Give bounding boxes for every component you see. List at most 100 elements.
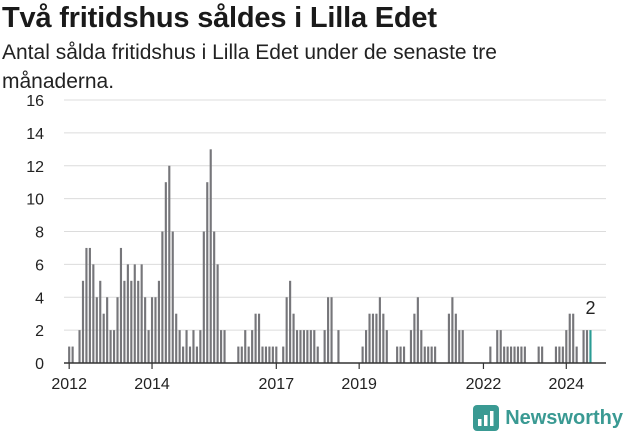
bar: [147, 330, 150, 364]
bar: [99, 280, 102, 363]
bar: [509, 346, 513, 363]
y-tick-label: 10: [26, 192, 44, 209]
bar: [81, 280, 85, 363]
bar: [95, 297, 98, 363]
bar: [295, 330, 299, 364]
y-axis-ticks: 0 2 4 6 8 10 12 14 16: [26, 93, 44, 373]
bar: [499, 330, 502, 364]
bar: [582, 330, 585, 364]
bar-latest: [589, 330, 592, 364]
bar: [399, 346, 402, 363]
bar: [558, 346, 561, 363]
bar: [506, 346, 509, 363]
bar: [257, 313, 261, 363]
bar: [365, 330, 368, 364]
bar: [254, 313, 257, 363]
bar: [361, 346, 364, 363]
bar: [385, 330, 388, 364]
bar: [458, 330, 461, 364]
chart-subtitle: Antal sålda fritidshus i Lilla Edet unde…: [2, 41, 497, 93]
bar: [157, 280, 161, 363]
bar: [413, 313, 416, 363]
bar: [78, 330, 81, 364]
y-tick-label: 4: [35, 290, 44, 307]
bar: [299, 330, 302, 364]
bar: [565, 330, 568, 364]
bar: [396, 346, 399, 363]
bar: [516, 346, 520, 363]
bar: [244, 330, 247, 364]
bar: [302, 330, 305, 364]
bar: [92, 264, 95, 364]
y-tick-label: 2: [35, 323, 44, 340]
bar: [106, 297, 109, 363]
bar: [171, 231, 174, 363]
bar: [313, 330, 316, 364]
bar: [188, 346, 192, 363]
y-tick-label: 6: [35, 257, 44, 274]
bar: [289, 280, 292, 363]
bar: [371, 313, 375, 363]
x-tick-label: 2022: [466, 376, 502, 393]
bar: [251, 330, 254, 364]
y-tick-label: 14: [26, 126, 44, 143]
bar: [140, 264, 143, 364]
bar: [323, 330, 326, 364]
bar: [137, 280, 140, 363]
bar: [175, 313, 178, 363]
bar: [330, 297, 333, 363]
bar: [199, 330, 202, 364]
bar: [447, 313, 450, 363]
y-tick-label: 12: [26, 159, 44, 176]
x-tick-label: 2012: [51, 376, 87, 393]
bar: [220, 330, 223, 364]
bar: [264, 346, 268, 363]
x-tick-label: 2019: [341, 376, 377, 393]
bar: [85, 247, 88, 363]
bar: [309, 330, 312, 364]
bar: [461, 330, 464, 364]
bar: [213, 231, 216, 363]
bar: [585, 330, 589, 364]
bar: [316, 346, 319, 363]
bar: [568, 313, 571, 363]
bar: [520, 346, 523, 363]
bar: [88, 247, 91, 363]
y-tick-label: 0: [35, 356, 44, 373]
bar: [572, 313, 575, 363]
bar: [216, 264, 219, 364]
bar: [130, 280, 133, 363]
bar: [178, 330, 181, 364]
chart-title: Två fritidshus såldes i Lilla Edet: [2, 2, 437, 34]
bar: [541, 346, 544, 363]
bar: [202, 231, 205, 363]
bar: [275, 346, 278, 363]
bar: [451, 297, 454, 363]
bar: [192, 330, 195, 364]
bar: [382, 313, 385, 363]
x-tick-label: 2014: [134, 376, 170, 393]
bar: [496, 330, 499, 364]
bar: [271, 346, 274, 363]
bar: [261, 346, 264, 363]
bar: [102, 313, 105, 363]
bar: [292, 313, 295, 363]
bar: [116, 297, 119, 363]
bar: [223, 330, 226, 364]
bar: [503, 346, 506, 363]
bar: [378, 297, 381, 363]
bar: [575, 346, 578, 363]
bar: [427, 346, 430, 363]
bar: [209, 149, 212, 363]
bar: [337, 330, 340, 364]
bar: [402, 346, 406, 363]
bar: [537, 346, 540, 363]
bar: [182, 346, 185, 363]
bar: [123, 280, 126, 363]
bar: [285, 297, 288, 363]
bar: [282, 346, 285, 363]
bar: [71, 346, 74, 363]
brand[interactable]: Newsworthy: [473, 405, 623, 431]
bar: [195, 346, 198, 363]
bar: [185, 330, 188, 364]
